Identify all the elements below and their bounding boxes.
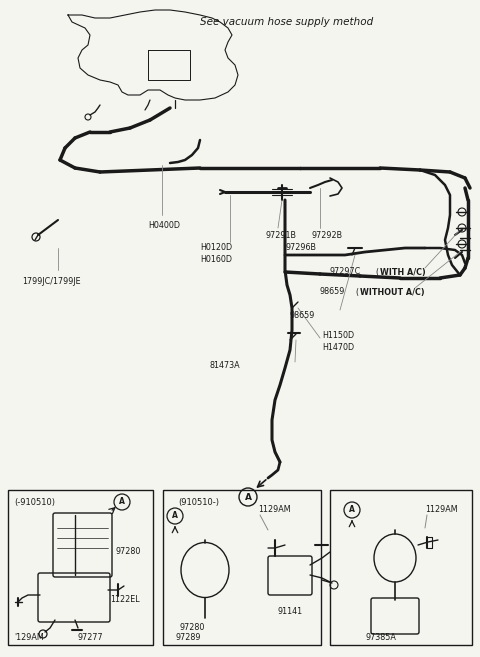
Text: A: A — [244, 493, 252, 501]
Text: 1799JC/1799JE: 1799JC/1799JE — [22, 277, 81, 286]
Text: WITHOUT A/C): WITHOUT A/C) — [360, 288, 425, 296]
Text: H1470D: H1470D — [322, 342, 354, 351]
Text: 91141: 91141 — [278, 608, 303, 616]
Text: '129AM: '129AM — [14, 633, 44, 643]
Bar — [8, 490, 153, 645]
Text: H1150D: H1150D — [322, 330, 354, 340]
Text: H0160D: H0160D — [200, 254, 232, 263]
Text: 1129AM: 1129AM — [425, 505, 457, 514]
Text: (-910510): (-910510) — [14, 497, 55, 507]
Text: See vacuum hose supply method: See vacuum hose supply method — [200, 17, 373, 27]
Bar — [163, 490, 321, 645]
Text: H0120D: H0120D — [200, 244, 232, 252]
Text: 97280: 97280 — [115, 547, 140, 556]
Text: A: A — [172, 512, 178, 520]
Text: 97291B: 97291B — [265, 231, 296, 240]
Text: WITH A/C): WITH A/C) — [380, 267, 426, 277]
Text: 97296B: 97296B — [286, 244, 317, 252]
Text: (910510-): (910510-) — [178, 497, 219, 507]
Text: (: ( — [375, 267, 378, 277]
Text: 81473A: 81473A — [210, 361, 240, 369]
Text: 97280: 97280 — [180, 623, 205, 633]
Text: (: ( — [355, 288, 358, 296]
Text: A: A — [349, 505, 355, 514]
Text: 97277: 97277 — [78, 633, 104, 643]
Text: 97297C: 97297C — [330, 267, 361, 277]
Text: 97289: 97289 — [175, 633, 201, 643]
Text: A: A — [119, 497, 125, 507]
Text: 98659: 98659 — [320, 288, 346, 296]
Text: 97292B: 97292B — [312, 231, 343, 240]
Text: H0400D: H0400D — [148, 221, 180, 229]
Text: 1122EL: 1122EL — [110, 595, 140, 604]
Text: 97385A: 97385A — [365, 633, 396, 643]
Bar — [330, 490, 472, 645]
Text: 98659: 98659 — [290, 311, 315, 321]
Text: 1129AM: 1129AM — [258, 505, 290, 514]
